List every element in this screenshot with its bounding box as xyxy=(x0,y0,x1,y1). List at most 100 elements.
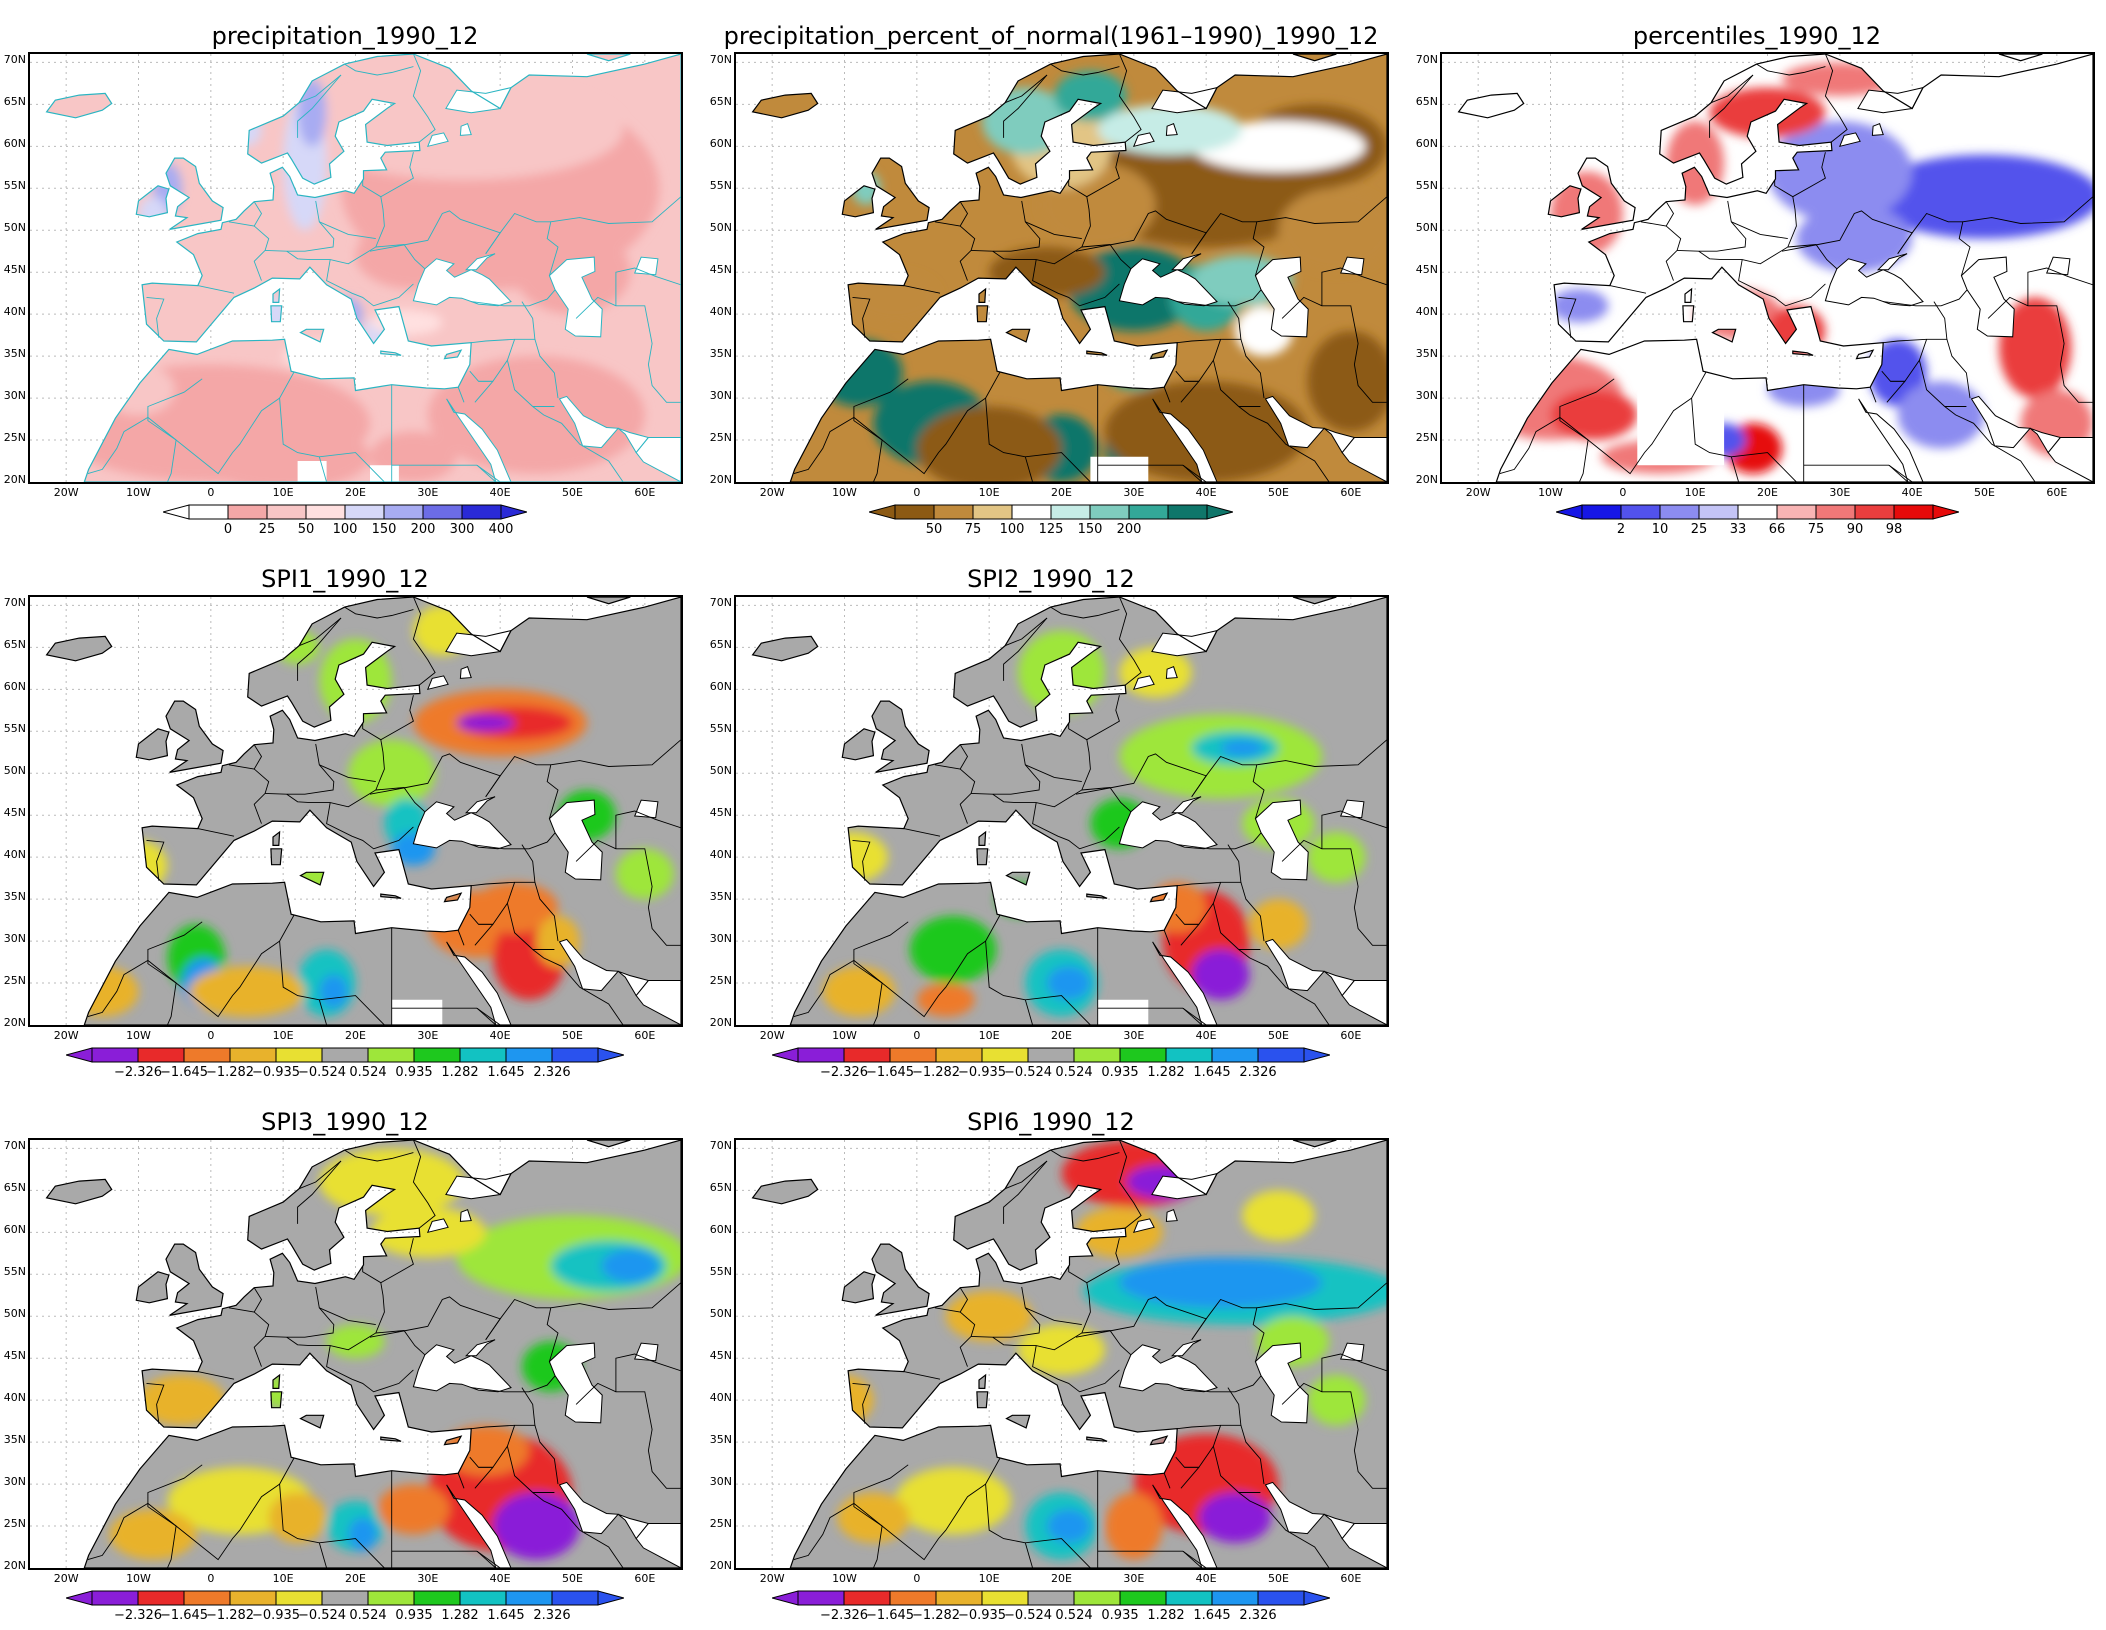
colorbar-segment xyxy=(551,1590,599,1606)
latitude-label: 25N xyxy=(3,1517,26,1531)
colorbar-segment xyxy=(981,1590,1029,1606)
longitude-label: 0 xyxy=(913,1029,921,1042)
colorbar-segment xyxy=(797,1047,845,1063)
latitude-label: 30N xyxy=(709,1475,732,1489)
coastlines xyxy=(751,597,1387,1025)
field-contour xyxy=(895,1467,1011,1535)
colorbar-arrow-low xyxy=(869,504,896,520)
longitude-label: 10W xyxy=(832,1029,857,1042)
longitude-label: 20W xyxy=(1465,486,1491,499)
latitude-label: 55N xyxy=(709,179,732,193)
latitude-label: 35N xyxy=(1415,347,1438,361)
longitude-label: 60E xyxy=(1340,486,1362,499)
field-contour xyxy=(456,714,515,732)
field-contour xyxy=(319,1148,464,1216)
colorbar-label: 125 xyxy=(1038,522,1064,537)
latitude-label: 50N xyxy=(1415,221,1438,235)
field-contour xyxy=(989,247,1105,298)
longitude-label: 10W xyxy=(832,1572,857,1585)
latitude-label: 30N xyxy=(3,932,26,946)
colorbar-label: −0.935 xyxy=(251,1065,301,1080)
field-contour xyxy=(916,406,1062,482)
longitude-label: 10W xyxy=(126,1029,151,1042)
field-contour xyxy=(1709,87,1826,138)
water-bodies xyxy=(412,1172,681,1568)
colorbar-segment xyxy=(1050,504,1091,520)
colorbar-segment xyxy=(422,504,463,520)
panel-percent-of-normal: precipitation_percent_of_normal(1961–199… xyxy=(706,22,1396,542)
latitude-label: 60N xyxy=(3,137,26,151)
latitude-label: 45N xyxy=(3,806,26,820)
colorbar-segment xyxy=(1815,504,1856,520)
field-contour xyxy=(822,966,896,1017)
latitude-label: 60N xyxy=(1415,137,1438,151)
colorbar-svg xyxy=(66,1047,624,1063)
colorbar-segment xyxy=(843,1590,891,1606)
map-frame xyxy=(734,52,1389,484)
longitude-label: 10E xyxy=(978,1572,1000,1585)
latitude-label: 45N xyxy=(3,1349,26,1363)
panel-spi1: SPI1_1990_12 70N 65N 60N 55N 50N 45N 40N 35N 30N… xyxy=(0,565,690,1085)
latitude-label: 40N xyxy=(3,848,26,862)
colorbar-segment xyxy=(1620,504,1661,520)
colorbar-segment xyxy=(367,1047,415,1063)
colorbar-label: 25 xyxy=(258,522,276,537)
colorbar-arrow-high xyxy=(1303,1590,1330,1606)
colorbar-arrow-low xyxy=(772,1047,799,1063)
field-contour xyxy=(1047,1509,1091,1543)
longitude-label: 30E xyxy=(417,486,439,499)
colorbar-svg xyxy=(163,504,527,520)
colorbar-segment xyxy=(972,504,1013,520)
longitude-label: 40E xyxy=(489,1029,511,1042)
colorbar-label: 1.645 xyxy=(1193,1065,1231,1080)
longitude-label: 50E xyxy=(562,1572,583,1585)
field-contour xyxy=(815,339,903,407)
longitude-label: 30E xyxy=(417,1029,439,1042)
panel-title: SPI3_1990_12 xyxy=(261,1108,429,1136)
colorbar-segment xyxy=(344,504,385,520)
colorbar-label: 200 xyxy=(1116,522,1142,537)
colorbar-arrow-high xyxy=(500,504,527,520)
latitude-label: 40N xyxy=(3,1391,26,1405)
colorbar-label: 2.326 xyxy=(533,1608,571,1623)
latitude-label: 40N xyxy=(709,305,732,319)
colorbar-label: −1.645 xyxy=(159,1065,209,1080)
colorbar-label: −1.645 xyxy=(865,1065,915,1080)
map-svg xyxy=(736,1140,1387,1568)
colorbar-segment xyxy=(321,1590,369,1606)
latitude-label: 25N xyxy=(1415,431,1438,445)
panel-title: SPI2_1990_12 xyxy=(967,565,1135,593)
longitude-label: 50E xyxy=(1974,486,1995,499)
latitude-label: 40N xyxy=(709,848,732,862)
latitude-label: 65N xyxy=(709,638,732,652)
field-contour xyxy=(945,1291,1033,1342)
field-contour xyxy=(138,1374,226,1426)
water-bodies xyxy=(1824,86,2093,482)
longitude-label: 10E xyxy=(978,486,1000,499)
field-contour xyxy=(319,974,349,1009)
colorbar-segment xyxy=(413,1590,461,1606)
latitude-label: 30N xyxy=(709,932,732,946)
water-bodies xyxy=(412,629,681,1025)
field-contour xyxy=(615,848,674,900)
colorbar-segment xyxy=(1073,1590,1121,1606)
colorbar-label: 1.282 xyxy=(1147,1608,1185,1623)
latitude-label: 70N xyxy=(709,596,732,610)
longitude-label: 20E xyxy=(1051,486,1072,499)
longitude-label: 60E xyxy=(1340,1572,1362,1585)
longitude-label: 10E xyxy=(272,486,294,499)
colorbar-label: 2.326 xyxy=(1239,1608,1277,1623)
field-contour xyxy=(232,112,262,147)
field-contour xyxy=(66,966,139,1017)
latitude-label: 20N xyxy=(1415,473,1438,486)
longitude-label: 50E xyxy=(1268,1029,1289,1042)
colorbar-arrow-high xyxy=(597,1047,624,1063)
colorbar-label: 1.645 xyxy=(487,1065,525,1080)
longitude-label: 20W xyxy=(759,1029,785,1042)
country-borders xyxy=(793,597,1387,1025)
colorbar-label: 1.645 xyxy=(487,1608,525,1623)
longitude-label: 20E xyxy=(345,1572,366,1585)
colorbar-segment xyxy=(229,1047,277,1063)
longitude-label: 20E xyxy=(1051,1572,1072,1585)
